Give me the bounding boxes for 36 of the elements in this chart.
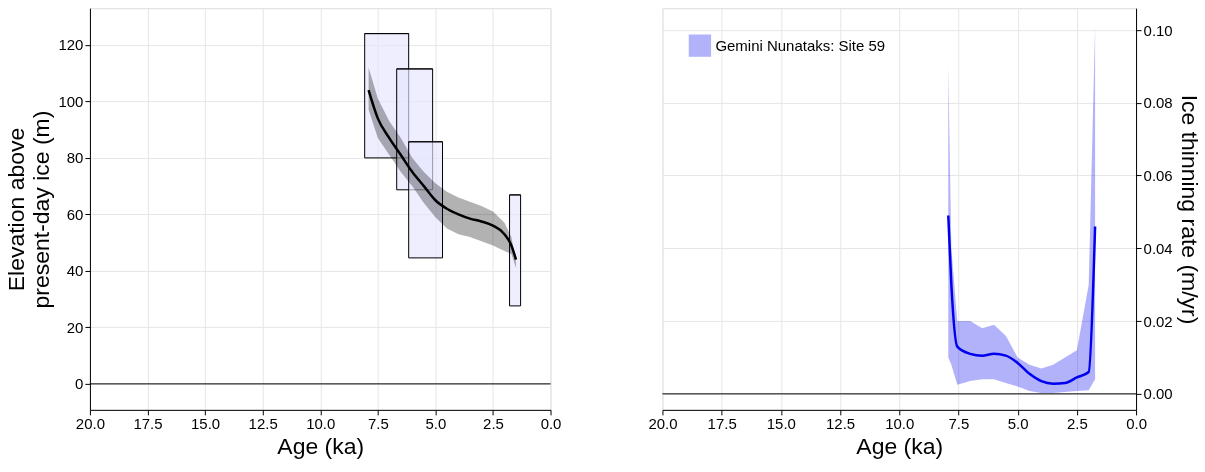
x-axis-title: Age (ka)	[277, 433, 365, 460]
x-tick-label: 17.5	[707, 415, 737, 433]
y2-tick-label: 0.10	[1143, 21, 1173, 39]
y2-tick-label: 0.02	[1143, 312, 1173, 330]
y2-tick-label: 0.00	[1143, 385, 1173, 403]
x-tick-label: 2.5	[483, 415, 504, 433]
x-tick-label: 5.0	[425, 415, 447, 433]
x-tick-label: 20.0	[648, 415, 678, 433]
y-tick-label: 40	[66, 262, 84, 280]
x-tick-label: 17.5	[133, 415, 163, 433]
x-tick-label: 7.5	[948, 415, 970, 433]
y-tick-label: 100	[58, 92, 84, 110]
x-tick-label: 10.0	[306, 415, 336, 433]
legend-label: Gemini Nunataks: Site 59	[715, 36, 886, 54]
x-tick-label: 0.0	[1126, 415, 1147, 433]
x-tick-label: 5.0	[1007, 415, 1029, 433]
y-tick-label: 80	[66, 149, 84, 167]
x-tick-label: 15.0	[766, 415, 796, 433]
x-tick-label: 12.5	[825, 415, 856, 433]
x-tick-label: 7.5	[367, 415, 389, 433]
y-tick-label: 60	[66, 205, 84, 223]
y-tick-label: 120	[58, 36, 84, 54]
x-tick-label: 0.0	[540, 415, 562, 433]
x-tick-label: 20.0	[75, 415, 105, 433]
x-tick-label: 2.5	[1066, 415, 1088, 433]
x-tick-label: 12.5	[248, 415, 278, 433]
y-axis-title: Elevation above present-day ice (m)	[3, 110, 55, 309]
y-tick-label: 0	[75, 375, 84, 393]
x-tick-label: 15.0	[191, 415, 221, 433]
y-tick-label: 20	[66, 318, 84, 336]
y2-tick-label: 0.06	[1143, 167, 1173, 185]
y2-tick-label: 0.04	[1143, 239, 1173, 257]
x-tick-label: 10.0	[885, 415, 915, 433]
y2-axis-title: Ice thinning rate (m/yr)	[1176, 94, 1203, 325]
y2-tick-label: 0.08	[1143, 94, 1173, 112]
x-axis-title: Age (ka)	[856, 433, 944, 460]
